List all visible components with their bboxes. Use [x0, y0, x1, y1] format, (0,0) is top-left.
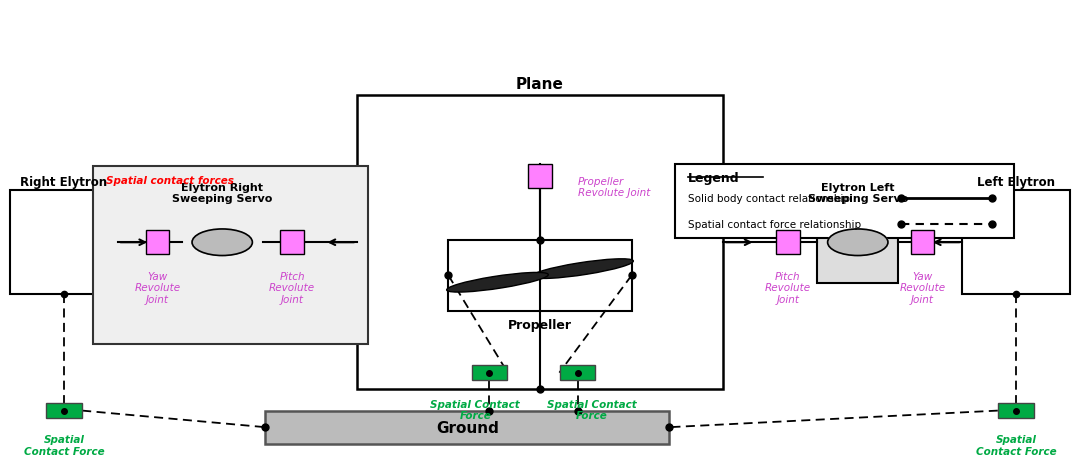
Ellipse shape [531, 259, 633, 279]
Text: Propeller
Revolute Joint: Propeller Revolute Joint [578, 177, 650, 198]
Text: Spatial
Contact Force: Spatial Contact Force [24, 435, 104, 456]
FancyBboxPatch shape [146, 231, 170, 255]
Circle shape [827, 229, 888, 256]
Text: Left Elytron: Left Elytron [977, 176, 1055, 188]
Text: Yaw
Revolute
Joint: Yaw Revolute Joint [135, 271, 180, 304]
Text: Yaw
Revolute
Joint: Yaw Revolute Joint [900, 271, 945, 304]
Text: Plane: Plane [516, 77, 564, 92]
Text: Spatial Contact
Force: Spatial Contact Force [546, 399, 636, 420]
FancyBboxPatch shape [46, 403, 82, 418]
FancyBboxPatch shape [93, 167, 367, 345]
Text: Spatial Contact
Force: Spatial Contact Force [431, 399, 521, 420]
FancyBboxPatch shape [528, 165, 552, 188]
FancyBboxPatch shape [181, 202, 262, 283]
Text: Ground: Ground [436, 420, 499, 435]
Text: Elytron Left
Sweeping Servo: Elytron Left Sweeping Servo [808, 182, 908, 204]
Text: Solid body contact relationship: Solid body contact relationship [688, 193, 850, 203]
FancyBboxPatch shape [448, 240, 632, 311]
FancyBboxPatch shape [559, 365, 595, 381]
Text: Pitch
Revolute
Joint: Pitch Revolute Joint [269, 271, 315, 304]
FancyBboxPatch shape [998, 403, 1034, 418]
FancyBboxPatch shape [675, 165, 1014, 238]
Text: Spatial contact forces: Spatial contact forces [106, 176, 233, 186]
Circle shape [192, 229, 253, 256]
FancyBboxPatch shape [962, 191, 1070, 295]
Text: Legend: Legend [688, 172, 739, 185]
FancyBboxPatch shape [10, 191, 118, 295]
FancyBboxPatch shape [775, 231, 799, 255]
Text: Right Elytron: Right Elytron [21, 176, 107, 188]
Text: Pitch
Revolute
Joint: Pitch Revolute Joint [765, 271, 811, 304]
FancyBboxPatch shape [356, 96, 724, 389]
FancyBboxPatch shape [266, 411, 670, 444]
FancyBboxPatch shape [910, 231, 934, 255]
Text: Propeller: Propeller [508, 318, 572, 331]
Text: Spatial
Contact Force: Spatial Contact Force [976, 435, 1056, 456]
FancyBboxPatch shape [472, 365, 508, 381]
Ellipse shape [447, 273, 549, 292]
FancyBboxPatch shape [281, 231, 305, 255]
Text: Spatial contact force relationship: Spatial contact force relationship [688, 220, 861, 230]
Text: Elytron Right
Sweeping Servo: Elytron Right Sweeping Servo [172, 182, 272, 204]
FancyBboxPatch shape [818, 202, 899, 283]
